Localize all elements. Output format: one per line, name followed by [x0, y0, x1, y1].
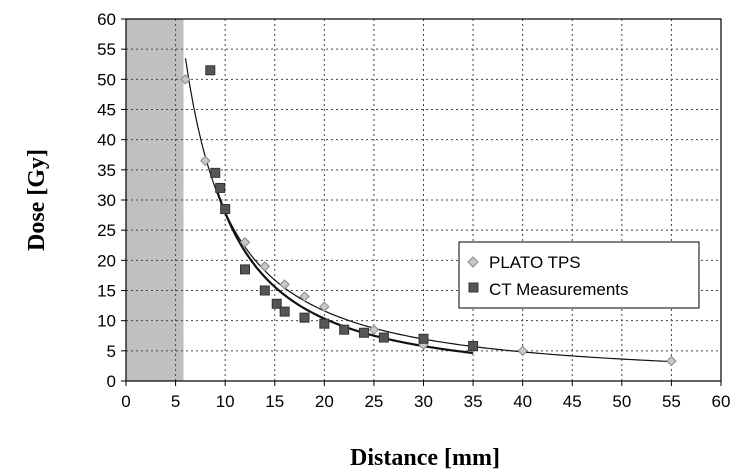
legend: PLATO TPS CT Measurements	[458, 241, 700, 309]
x-tick-label: 0	[121, 392, 130, 411]
ct-point	[418, 333, 429, 344]
x-tick-label: 40	[513, 392, 532, 411]
legend-label-ct: CT Measurements	[489, 280, 629, 299]
ct-point	[215, 182, 226, 193]
x-tick-label: 10	[216, 392, 235, 411]
plato-point	[239, 237, 251, 248]
y-tick-label: 60	[97, 10, 116, 29]
y-tick-label: 45	[97, 101, 116, 120]
plato-point	[180, 74, 191, 85]
x-tick-label: 5	[171, 392, 180, 411]
ct-point	[205, 65, 216, 76]
tick-labels: 0 5 10 15 20 25 30 35 40 45 50 55 60 0 5 10 15 20 25 30 35 40…	[97, 10, 730, 411]
ct-point	[259, 285, 270, 296]
ct-point	[271, 298, 282, 309]
ct-point	[319, 318, 330, 329]
x-tick-label: 45	[563, 392, 582, 411]
y-axis-title: Dose [Gy]	[24, 149, 50, 251]
x-tick-label: 55	[662, 392, 681, 411]
x-tick-label: 20	[315, 392, 334, 411]
legend-label-plato: PLATO TPS	[489, 253, 581, 272]
plato-point	[517, 345, 528, 357]
shaded-region	[126, 19, 184, 381]
y-tick-label: 40	[97, 131, 116, 150]
plato-point	[319, 301, 330, 312]
x-tick-label: 30	[414, 392, 433, 411]
y-tick-label: 55	[97, 40, 116, 59]
plato-point	[200, 155, 211, 166]
plato-point	[279, 279, 290, 290]
x-tick-label: 50	[612, 392, 631, 411]
legend-square-marker	[468, 282, 479, 293]
y-tick-label: 10	[97, 312, 116, 331]
x-tick-label: 60	[712, 392, 731, 411]
legend-diamond-marker	[467, 256, 479, 268]
ct-point	[220, 204, 231, 215]
y-tick-label: 50	[97, 70, 116, 89]
y-tick-label: 25	[97, 221, 116, 240]
ct-point	[279, 306, 290, 317]
ct-point	[240, 264, 250, 275]
ct-point	[299, 312, 310, 323]
ct-point	[210, 167, 221, 178]
ct-point	[339, 324, 350, 335]
plato-point	[666, 355, 677, 367]
plato-point	[259, 261, 271, 272]
y-tick-label: 0	[107, 372, 116, 391]
legend-box	[458, 241, 700, 309]
y-tick-label: 30	[97, 191, 116, 210]
ct-point	[378, 332, 389, 343]
plato-point	[368, 324, 380, 335]
y-tick-label: 35	[97, 161, 116, 180]
x-tick-label: 25	[364, 392, 383, 411]
y-tick-label: 5	[107, 342, 116, 361]
ct-point	[359, 327, 369, 338]
data-points	[180, 65, 677, 367]
x-tick-label: 35	[464, 392, 483, 411]
ct-point	[468, 341, 479, 352]
y-tick-label: 15	[97, 282, 116, 301]
y-tick-label: 20	[97, 251, 116, 270]
x-axis-title: Distance [mm]	[350, 445, 500, 471]
plato-point	[299, 291, 310, 302]
x-tick-label: 15	[265, 392, 284, 411]
axes	[121, 18, 722, 386]
